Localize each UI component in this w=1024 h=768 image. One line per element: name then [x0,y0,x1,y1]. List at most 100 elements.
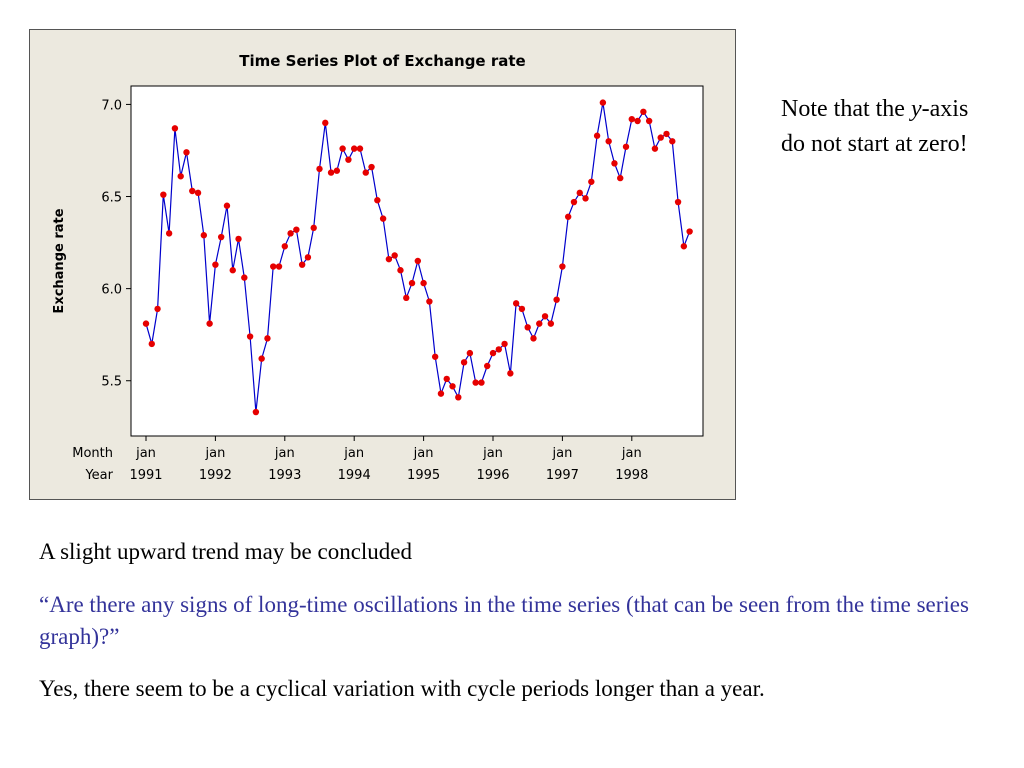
data-point [617,174,624,182]
data-point [564,213,572,220]
data-point [165,230,173,237]
data-point [316,165,323,173]
data-point [466,349,474,357]
data-point [385,255,393,263]
x-tick-year-label: 1994 [338,468,371,483]
data-point [189,187,196,195]
data-point [611,160,618,167]
data-point [645,117,653,125]
data-point [478,379,485,386]
y-axis-label: Exchange rate [52,208,67,313]
y-tick-label: 5.5 [101,375,122,390]
data-point [223,202,231,209]
data-point [622,143,630,150]
data-point [183,149,190,156]
data-point [200,232,208,239]
data-point [593,132,601,139]
data-point [605,138,612,145]
data-point [241,274,248,281]
data-point [194,189,202,197]
data-point [680,243,688,250]
data-point [327,169,335,176]
data-point [339,145,346,152]
data-point [368,163,375,171]
data-point [298,261,306,268]
x-tick-month-label: jan [135,446,156,461]
answer-text: Yes, there seem to be a cyclical variati… [39,676,765,701]
x-tick-month-label: jan [274,446,295,461]
data-point [148,340,155,348]
data-point [536,320,543,327]
data-point [484,362,491,370]
data-point [599,99,607,106]
data-point [154,305,161,313]
data-point [264,335,271,342]
x-tick-year-label: 1995 [407,468,440,483]
y-tick-label: 6.5 [101,191,122,206]
data-point [640,108,647,115]
data-point [160,191,167,198]
chart-title: Time Series Plot of Exchange rate [239,52,526,70]
data-point [275,263,283,270]
data-point [518,305,526,313]
x-axis-month-row-label: Month [72,446,113,461]
note-suffix: -axis do not start at zero! [781,96,969,157]
data-point [391,252,398,259]
data-point [541,313,549,320]
x-tick-year-label: 1992 [199,468,232,483]
data-point [634,117,641,125]
data-point [460,359,468,366]
data-point [281,243,288,250]
x-tick-year-label: 1996 [476,468,509,483]
data-point [345,156,352,163]
data-point [657,134,664,141]
y-tick-label: 6.0 [101,283,122,298]
data-point [420,279,427,287]
data-point [472,379,479,386]
x-tick-year-label: 1993 [268,468,301,483]
data-point [206,320,213,327]
data-point [507,370,514,377]
data-point [293,226,300,233]
data-point [246,333,254,340]
data-point [351,145,358,152]
data-point [177,173,184,180]
data-point [356,145,364,152]
data-point [489,349,497,357]
data-point [397,267,404,274]
x-tick-month-label: jan [413,446,434,461]
y-tick-label: 7.0 [101,98,122,113]
data-point [512,300,520,307]
data-point [547,320,555,327]
note-y-axis: Note that the y-axis do not start at zer… [781,92,991,162]
data-point [686,228,693,235]
data-point [524,324,531,331]
x-tick-month-label: jan [204,446,225,461]
data-point [304,254,312,261]
data-point [530,335,537,342]
data-point [374,197,381,204]
x-axis-year-row-label: Year [84,468,113,483]
note-italic: y [910,96,922,122]
data-point [379,215,387,222]
data-point [333,167,341,174]
data-point [362,169,369,176]
data-point [414,257,422,265]
data-point [582,195,589,202]
data-point [310,224,317,232]
data-point [258,355,265,362]
data-point [171,125,179,132]
data-point [217,233,225,241]
trend-text: A slight upward trend may be concluded [39,539,413,564]
data-point [674,198,682,206]
data-point [235,235,242,243]
data-point [495,346,502,353]
data-point [663,130,670,138]
data-point [553,296,560,303]
x-tick-year-label: 1991 [129,468,162,483]
data-point [252,408,260,416]
data-point [403,294,410,302]
data-point [287,230,294,237]
data-point [588,178,595,185]
data-point [455,394,462,401]
